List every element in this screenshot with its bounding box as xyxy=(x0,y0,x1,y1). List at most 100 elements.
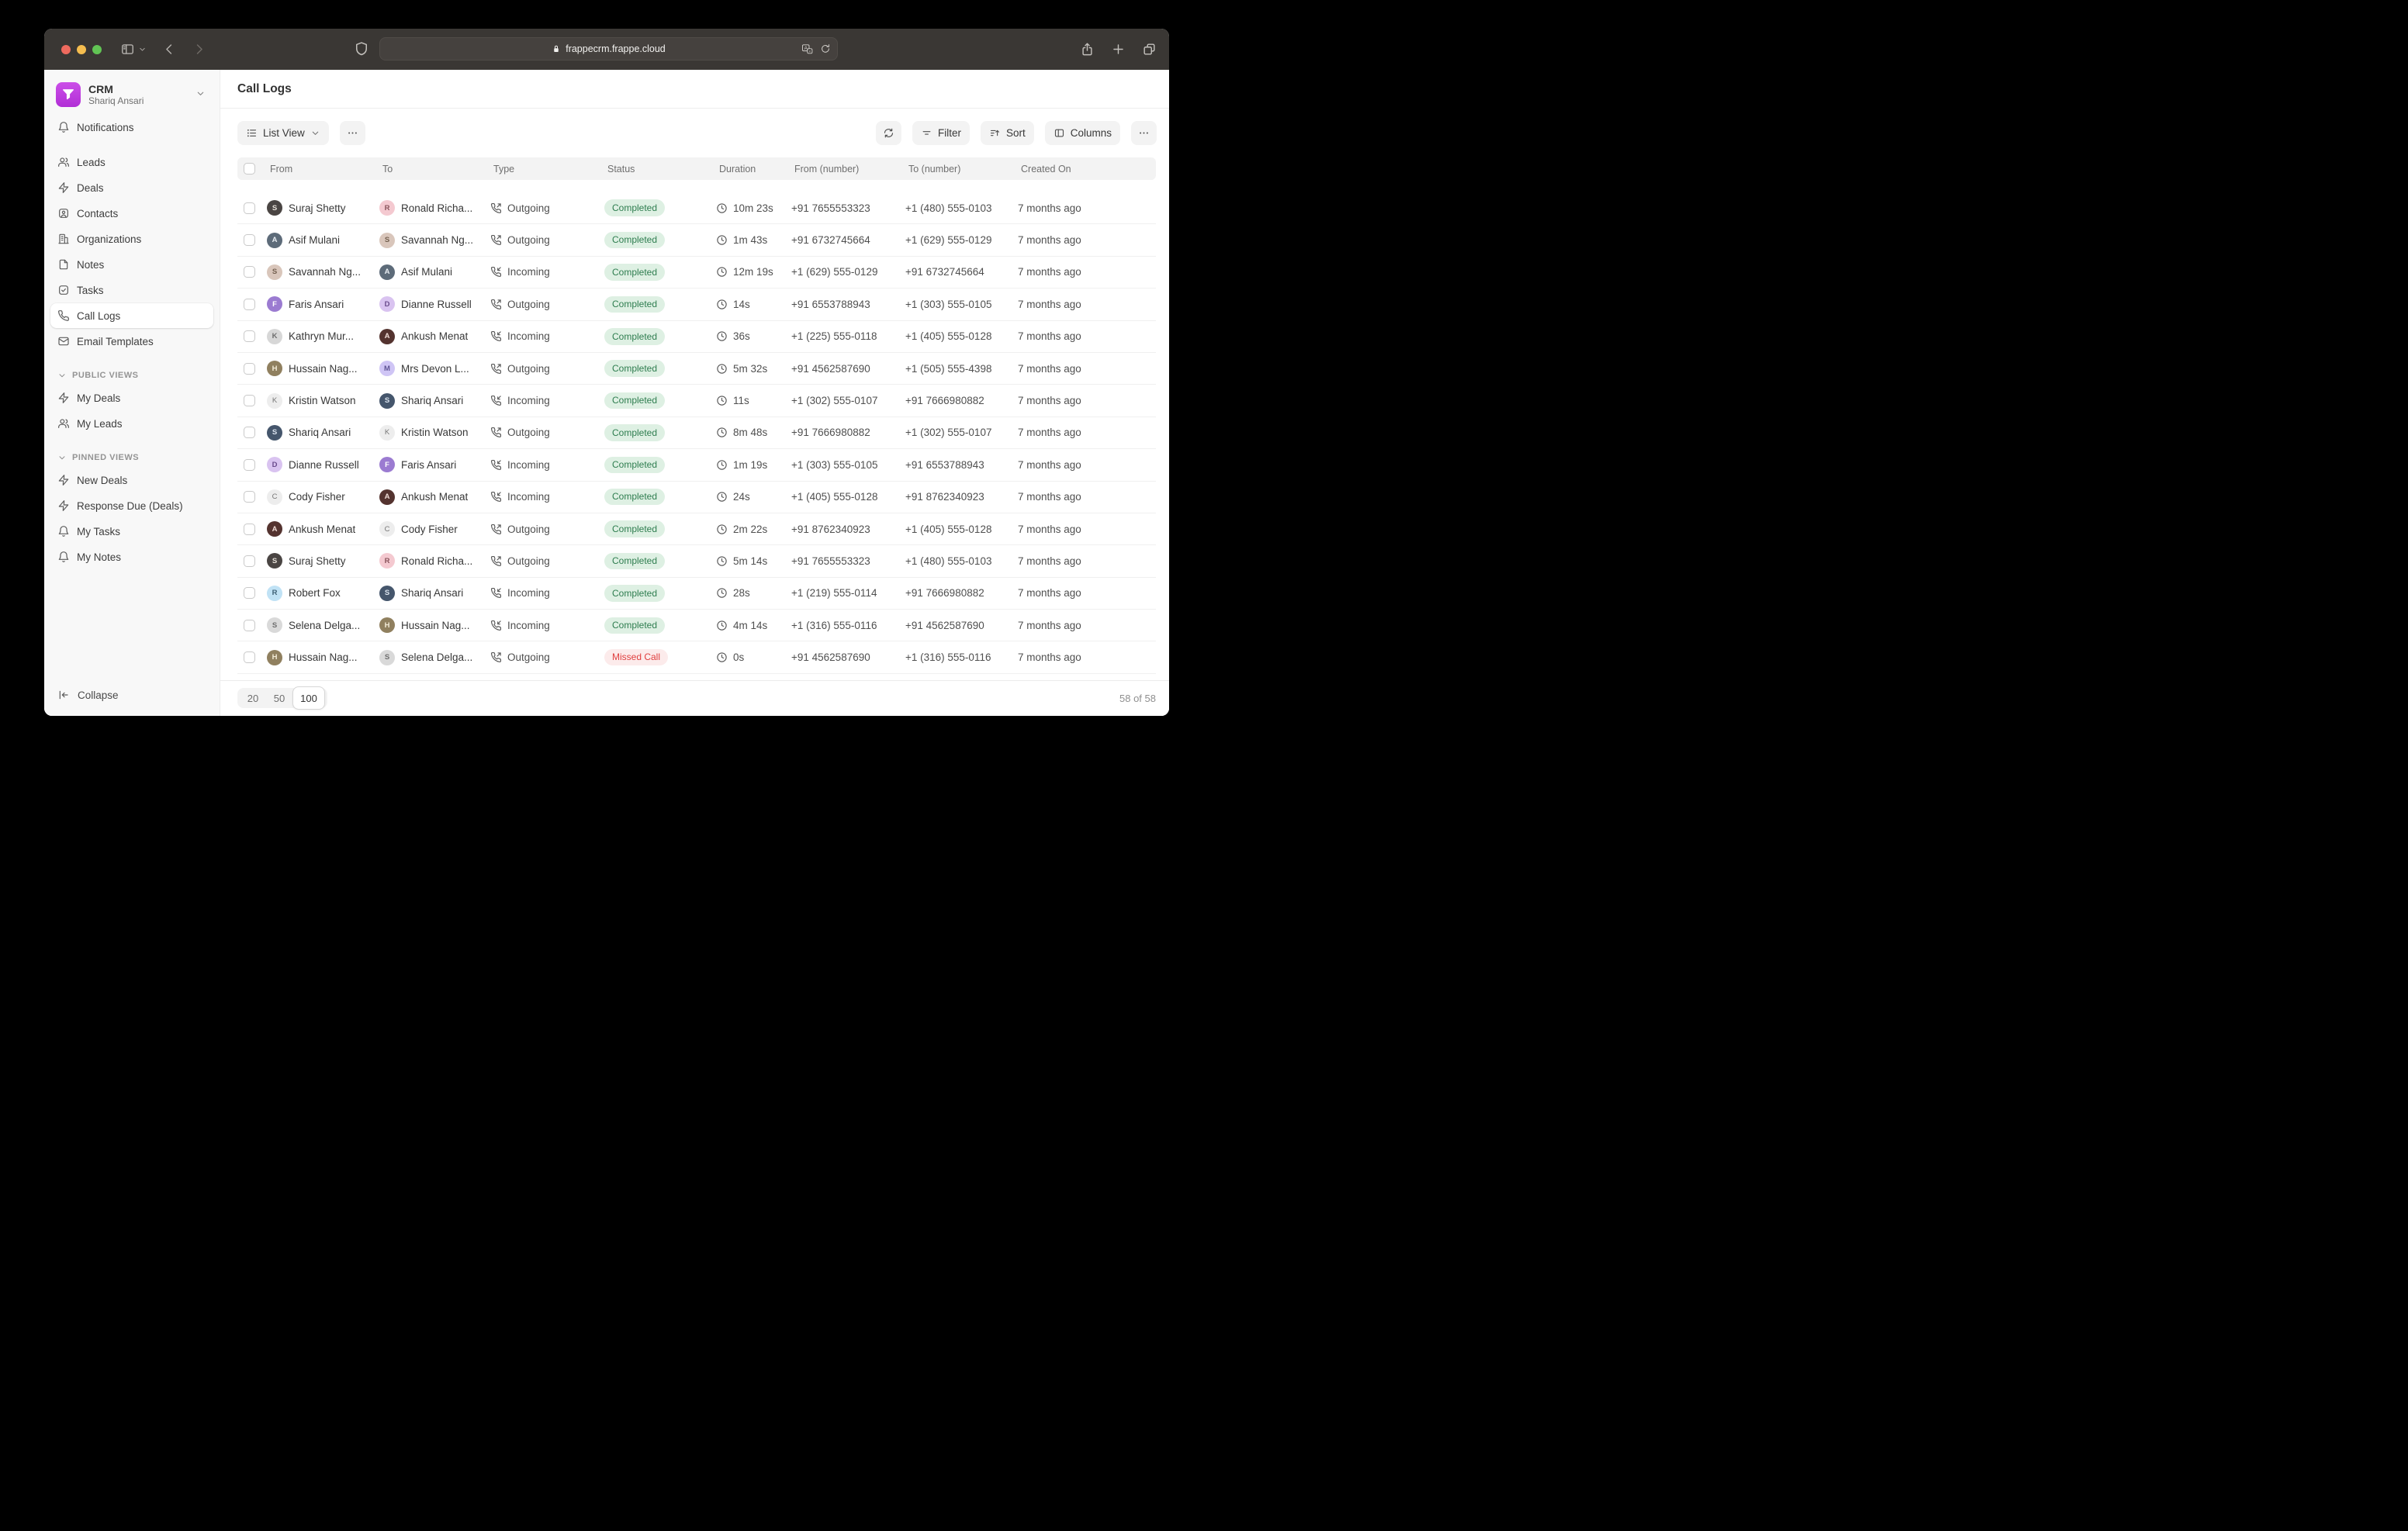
table-row[interactable]: A Asif Mulani S Savannah Ng... Outgoing Compl… xyxy=(237,224,1156,257)
bell-icon xyxy=(57,551,70,563)
column-header-to-number[interactable]: To (number) xyxy=(908,163,961,175)
row-checkbox[interactable] xyxy=(244,651,255,664)
page-size-20[interactable]: 20 xyxy=(240,688,266,708)
sidebar-toggle-icon[interactable] xyxy=(120,42,135,57)
status-badge: Completed xyxy=(604,488,666,506)
sidebar-item-my-tasks[interactable]: My Tasks xyxy=(50,519,213,544)
row-checkbox[interactable] xyxy=(244,458,255,471)
from-name: Suraj Shetty xyxy=(289,202,346,214)
forward-icon[interactable] xyxy=(192,42,206,57)
type-label: Outgoing xyxy=(507,523,550,535)
row-checkbox[interactable] xyxy=(244,234,255,247)
to-name: Cody Fisher xyxy=(401,523,458,535)
to-number: +1 (629) 555-0129 xyxy=(905,234,992,247)
status-cell: Completed xyxy=(604,488,716,506)
sidebar-item-email-templates[interactable]: Email Templates xyxy=(50,329,213,354)
from-number: +91 4562587690 xyxy=(791,651,870,664)
row-checkbox[interactable] xyxy=(244,619,255,631)
sidebar-item-my-notes[interactable]: My Notes xyxy=(50,544,213,569)
sidebar-item-response-due-deals[interactable]: Response Due (Deals) xyxy=(50,493,213,518)
new-tab-icon[interactable] xyxy=(1111,42,1126,57)
column-header-from-number[interactable]: From (number) xyxy=(794,163,860,175)
table-row[interactable]: S Suraj Shetty R Ronald Richa... Outgoing Com… xyxy=(237,192,1156,225)
minimize-window-button[interactable] xyxy=(77,44,86,54)
row-checkbox[interactable] xyxy=(244,427,255,439)
page-size-50[interactable]: 50 xyxy=(266,688,292,708)
row-checkbox[interactable] xyxy=(244,362,255,375)
maximize-window-button[interactable] xyxy=(92,44,102,54)
row-checkbox[interactable] xyxy=(244,555,255,567)
table-row[interactable]: R Robert Fox S Shariq Ansari Incoming Complet… xyxy=(237,578,1156,610)
table-row[interactable]: D Dianne Russell F Faris Ansari Incoming Comp… xyxy=(237,449,1156,482)
sidebar-item-deals[interactable]: Deals xyxy=(50,175,213,200)
column-header-created-on[interactable]: Created On xyxy=(1021,163,1071,175)
select-all-checkbox[interactable] xyxy=(244,163,255,175)
row-checkbox[interactable] xyxy=(244,266,255,278)
duration-cell: 8m 48s xyxy=(716,427,791,438)
share-icon[interactable] xyxy=(1080,42,1095,57)
table-row[interactable]: H Hussain Nag... M Mrs Devon L... Outgoing Co… xyxy=(237,353,1156,385)
sidebar-item-organizations[interactable]: Organizations xyxy=(50,226,213,251)
sidebar-item-call-logs[interactable]: Call Logs xyxy=(50,303,213,328)
workspace-switcher[interactable]: CRM Shariq Ansari xyxy=(50,78,213,115)
duration-value: 12m 19s xyxy=(733,266,773,278)
sidebar-item-my-deals[interactable]: My Deals xyxy=(50,385,213,410)
tab-overview-icon[interactable] xyxy=(1142,42,1157,57)
to-cell: K Kristin Watson xyxy=(379,424,490,441)
sidebar-item-notes[interactable]: Notes xyxy=(50,252,213,277)
list-more-button[interactable] xyxy=(1131,121,1157,145)
view-more-button[interactable] xyxy=(339,121,365,145)
type-label: Incoming xyxy=(507,619,550,631)
view-switcher-button[interactable]: List View xyxy=(237,121,329,145)
sort-button[interactable]: Sort xyxy=(980,121,1034,145)
sidebar-collapse-button[interactable]: Collapse xyxy=(50,682,213,708)
table-row[interactable]: F Faris Ansari D Dianne Russell Outgoing Comp… xyxy=(237,289,1156,321)
phone-in-icon xyxy=(490,587,502,599)
row-checkbox[interactable] xyxy=(244,491,255,503)
back-icon[interactable] xyxy=(162,42,177,57)
phone-in-icon xyxy=(490,395,502,406)
translate-icon[interactable] xyxy=(801,43,814,56)
row-checkbox[interactable] xyxy=(244,202,255,214)
row-checkbox[interactable] xyxy=(244,330,255,343)
table-row[interactable]: A Ankush Menat C Cody Fisher Outgoing Complet… xyxy=(237,513,1156,546)
refresh-button[interactable] xyxy=(875,121,901,145)
close-window-button[interactable] xyxy=(61,44,71,54)
sidebar-item-contacts[interactable]: Contacts xyxy=(50,201,213,226)
sidebar-item-my-leads[interactable]: My Leads xyxy=(50,411,213,436)
table-row[interactable]: S Shariq Ansari K Kristin Watson Outgoing Com… xyxy=(237,417,1156,450)
table-row[interactable]: H Hussain Nag... S Selena Delga... Outgoing M… xyxy=(237,641,1156,674)
table-row[interactable]: S Savannah Ng... A Asif Mulani Incoming Compl… xyxy=(237,257,1156,289)
chevron-down-icon[interactable] xyxy=(138,45,147,54)
sidebar-item-tasks[interactable]: Tasks xyxy=(50,278,213,302)
avatar: A xyxy=(379,264,395,280)
table-row[interactable]: K Kathryn Mur... A Ankush Menat Incoming Comp… xyxy=(237,321,1156,353)
section-header-pinned-views[interactable]: PINNED VIEWS xyxy=(50,448,213,468)
type-cell: Incoming xyxy=(490,330,604,342)
section-header-public-views[interactable]: PUBLIC VIEWS xyxy=(50,365,213,385)
table-row[interactable]: C Cody Fisher A Ankush Menat Incoming Complet… xyxy=(237,482,1156,513)
table-row[interactable]: S Selena Delga... H Hussain Nag... Incoming C… xyxy=(237,610,1156,642)
row-checkbox[interactable] xyxy=(244,587,255,600)
column-header-from[interactable]: From xyxy=(270,163,293,175)
sidebar-item-leads[interactable]: Leads xyxy=(50,150,213,175)
from-number: +91 7655553323 xyxy=(791,555,870,567)
address-bar[interactable]: frappecrm.frappe.cloud xyxy=(379,37,838,60)
sidebar-item-new-deals[interactable]: New Deals xyxy=(50,468,213,492)
reload-icon[interactable] xyxy=(820,43,831,54)
column-header-status[interactable]: Status xyxy=(607,163,635,175)
table-row[interactable]: S Suraj Shetty R Ronald Richa... Outgoing Com… xyxy=(237,545,1156,578)
sidebar-item-notifications[interactable]: Notifications xyxy=(50,115,213,140)
clock-icon xyxy=(716,587,728,599)
shield-icon[interactable] xyxy=(354,41,369,57)
row-checkbox[interactable] xyxy=(244,298,255,310)
row-checkbox[interactable] xyxy=(244,523,255,535)
table-row[interactable]: K Kristin Watson S Shariq Ansari Incoming Com… xyxy=(237,385,1156,417)
column-header-to[interactable]: To xyxy=(382,163,393,175)
page-size-100[interactable]: 100 xyxy=(292,686,325,710)
row-checkbox[interactable] xyxy=(244,395,255,407)
column-header-type[interactable]: Type xyxy=(493,163,515,175)
columns-button[interactable]: Columns xyxy=(1044,121,1120,145)
column-header-duration[interactable]: Duration xyxy=(719,163,756,175)
filter-button[interactable]: Filter xyxy=(912,121,970,145)
